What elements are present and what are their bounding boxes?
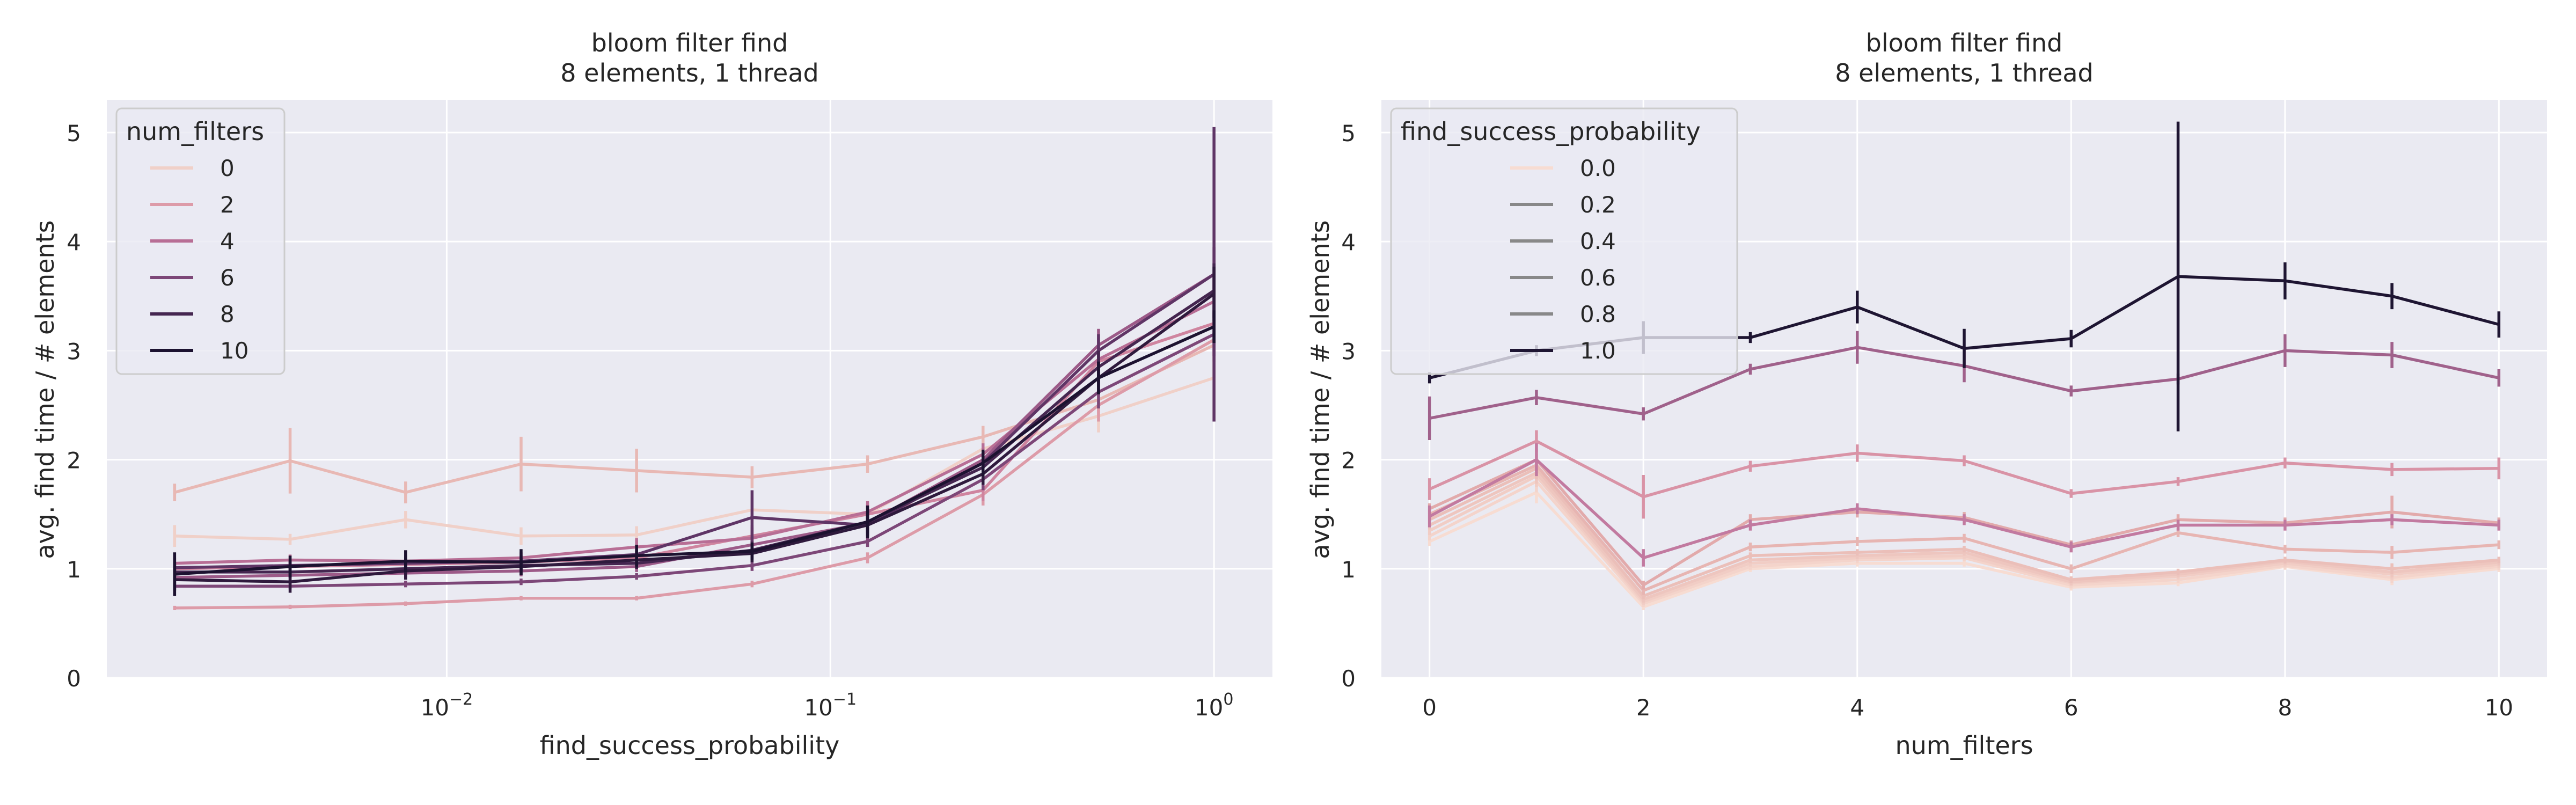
y-tick-label: 1 xyxy=(67,557,81,583)
series-group-left xyxy=(173,127,1216,611)
series-line xyxy=(174,292,1215,583)
x-tick-label: 10 xyxy=(2485,694,2513,721)
y-tick-label: 2 xyxy=(1341,448,1356,474)
y-tick-label: 0 xyxy=(67,665,81,692)
x-tick-label: 10−1 xyxy=(804,690,857,721)
legend-entry: 0.4 xyxy=(1510,228,1616,254)
legend-entry: 0 xyxy=(150,155,235,181)
x-tick-label: 4 xyxy=(1850,694,1864,721)
chart-title-right: bloom filter find xyxy=(1866,28,2063,57)
legend-label: 0.4 xyxy=(1580,228,1616,254)
legend-label: 1.0 xyxy=(1580,338,1616,364)
legend-entry: 10 xyxy=(150,338,248,364)
x-tick-labels-right: 0 2 4 6 8 10 xyxy=(1422,694,2513,721)
series-line xyxy=(174,325,1215,576)
series-10 xyxy=(173,310,1216,596)
legend-entry: 4 xyxy=(150,228,235,254)
legend-entry: 6 xyxy=(150,265,235,291)
x-axis-label-right: num_filters xyxy=(1895,731,2033,760)
y-tick-labels-left: 0 1 2 3 4 5 xyxy=(67,120,81,692)
legend-box-right xyxy=(1390,107,1738,375)
chart-title-left: bloom filter find xyxy=(591,28,788,57)
y-tick-label: 2 xyxy=(67,448,81,474)
y-tick-label: 1 xyxy=(1341,557,1356,583)
y-tick-label: 5 xyxy=(1341,120,1356,147)
y-tick-label: 4 xyxy=(1341,229,1356,255)
y-tick-label: 0 xyxy=(1341,665,1356,692)
legend-label: 8 xyxy=(220,301,235,327)
x-tick-label: 100 xyxy=(1195,690,1234,721)
legend-entry: 1.0 xyxy=(1510,338,1616,364)
legend-entry: 8 xyxy=(150,301,235,327)
x-tick-label: 0 xyxy=(1422,694,1437,721)
legend-label: 6 xyxy=(220,265,235,291)
series-line xyxy=(174,333,1215,588)
legend-entry: 0.2 xyxy=(1510,192,1616,218)
legend-entry: 0.0 xyxy=(1510,155,1616,181)
chart-subtitle-left: 8 elements, 1 thread xyxy=(560,58,818,87)
legend-entry: 0.6 xyxy=(1510,265,1616,291)
legend-title-left: num_filters xyxy=(126,117,264,146)
x-tick-label: 8 xyxy=(2278,694,2292,721)
y-axis-label-right: avg. find time / # elements xyxy=(1306,220,1335,559)
y-tick-label: 5 xyxy=(67,120,81,147)
legend-left: num_filters 0 2 4 6 8 10 xyxy=(115,107,286,375)
legend-box-left xyxy=(115,107,286,375)
x-tick-label: 6 xyxy=(2064,694,2079,721)
y-axis-label-left: avg. find time / # elements xyxy=(31,220,60,559)
legend-label: 0 xyxy=(220,155,235,181)
x-tick-label: 10−2 xyxy=(421,690,473,721)
chart-subtitle-right: 8 elements, 1 thread xyxy=(1835,58,2093,87)
legend-entry: 0.8 xyxy=(1510,301,1616,327)
legend-label: 0.6 xyxy=(1580,265,1616,291)
legend-label: 4 xyxy=(220,228,235,254)
legend-right: find_success_probability 0.0 0.2 0.4 0.6 0.8… xyxy=(1390,107,1738,375)
legend-label: 0.2 xyxy=(1580,192,1616,218)
legend-entry: 2 xyxy=(150,192,235,218)
y-tick-label: 3 xyxy=(1341,338,1356,364)
series-line xyxy=(174,338,1215,610)
series-line xyxy=(174,376,1214,541)
x-tick-labels-left: 10−2 10−1 100 xyxy=(421,690,1234,721)
legend-label: 10 xyxy=(220,338,248,364)
y-tick-label: 4 xyxy=(67,229,81,255)
series-group-right xyxy=(1428,121,2501,611)
x-tick-label: 2 xyxy=(1636,694,1651,721)
x-axis-label-left: find_success_probability xyxy=(540,731,840,760)
chart-right-num-filters: 0 2 4 6 8 10 0 1 2 3 4 5 bloom filter find 8 eleme… xyxy=(1306,28,2547,760)
series-0.125 xyxy=(1428,430,2501,519)
legend-label: 0.0 xyxy=(1580,155,1616,181)
legend-label: 2 xyxy=(220,192,235,218)
y-tick-label: 3 xyxy=(67,338,81,364)
y-tick-labels-right: 0 1 2 3 4 5 xyxy=(1341,120,1356,692)
series-0.25 xyxy=(1428,443,2501,567)
legend-title-right: find_success_probability xyxy=(1401,117,1701,146)
legend-label: 0.8 xyxy=(1580,301,1616,327)
